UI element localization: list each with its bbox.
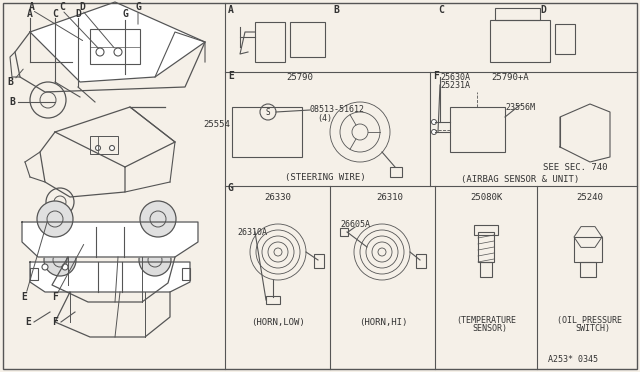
Text: (4): (4) (317, 113, 332, 122)
Circle shape (42, 264, 48, 270)
Text: 26330: 26330 (264, 192, 291, 202)
Text: F: F (433, 71, 439, 81)
Text: B: B (7, 77, 13, 87)
Text: A: A (29, 2, 35, 12)
Bar (480, 262, 492, 277)
Text: F: F (52, 317, 58, 327)
Bar (290, 22, 325, 57)
Text: 26310A: 26310A (237, 228, 267, 237)
Bar (495, 8, 540, 20)
Bar (555, 24, 575, 54)
Bar (340, 228, 348, 236)
Bar (255, 22, 285, 62)
Circle shape (95, 145, 100, 151)
Bar (450, 107, 505, 152)
Bar (490, 20, 550, 62)
Text: 25790: 25790 (287, 73, 314, 81)
Text: G: G (122, 9, 128, 19)
Polygon shape (30, 262, 190, 292)
Text: (OIL PRESSURE: (OIL PRESSURE (557, 315, 623, 324)
Text: A253* 0345: A253* 0345 (548, 355, 598, 364)
Text: 25080K: 25080K (470, 192, 502, 202)
Bar (474, 225, 498, 235)
Text: (STEERING WIRE): (STEERING WIRE) (285, 173, 365, 182)
Bar (580, 262, 596, 277)
Text: E: E (21, 292, 27, 302)
Circle shape (62, 264, 68, 270)
Text: C: C (52, 9, 58, 19)
Text: E: E (25, 317, 31, 327)
Bar (314, 254, 324, 268)
Circle shape (44, 244, 76, 276)
Text: D: D (75, 9, 81, 19)
Text: (HORN,HI): (HORN,HI) (359, 317, 407, 327)
Bar (574, 237, 602, 262)
Circle shape (139, 244, 171, 276)
Circle shape (37, 201, 73, 237)
Circle shape (431, 119, 436, 125)
Text: F: F (52, 292, 58, 302)
Bar (478, 232, 494, 262)
Bar (416, 254, 426, 268)
Text: 25554: 25554 (203, 119, 230, 128)
Circle shape (431, 129, 436, 135)
Text: S: S (266, 108, 270, 116)
Bar (182, 268, 190, 280)
Text: 25231A: 25231A (440, 80, 470, 90)
Polygon shape (30, 2, 205, 82)
Text: 25790+A: 25790+A (491, 73, 529, 81)
Text: E: E (228, 71, 234, 81)
Text: B: B (9, 97, 15, 107)
Text: D: D (79, 2, 85, 12)
Text: 25630A: 25630A (440, 73, 470, 81)
Text: A: A (27, 9, 33, 19)
Polygon shape (22, 222, 198, 257)
Text: 08513-51612: 08513-51612 (310, 105, 365, 113)
Text: D: D (540, 5, 546, 15)
Bar (390, 167, 402, 177)
Bar (232, 107, 302, 157)
Text: 26310: 26310 (376, 192, 403, 202)
Circle shape (140, 201, 176, 237)
Text: 26605A: 26605A (340, 219, 370, 228)
Text: A: A (228, 5, 234, 15)
Text: 25240: 25240 (577, 192, 604, 202)
Text: (HORN,LOW): (HORN,LOW) (251, 317, 305, 327)
Text: SEE SEC. 740: SEE SEC. 740 (543, 163, 607, 171)
Text: G: G (135, 2, 141, 12)
Text: C: C (438, 5, 444, 15)
Text: G: G (228, 183, 234, 193)
Circle shape (96, 48, 104, 56)
Circle shape (114, 48, 122, 56)
Text: C: C (59, 2, 65, 12)
Text: 23556M: 23556M (505, 103, 535, 112)
Text: (AIRBAG SENSOR & UNIT): (AIRBAG SENSOR & UNIT) (461, 174, 579, 183)
Circle shape (109, 145, 115, 151)
Bar (30, 268, 38, 280)
Text: (TEMPERATURE: (TEMPERATURE (456, 315, 516, 324)
Bar (90, 136, 118, 154)
Text: B: B (333, 5, 339, 15)
Bar (266, 296, 280, 304)
Text: SWITCH): SWITCH) (575, 324, 611, 334)
Text: SENSOR): SENSOR) (472, 324, 508, 334)
Bar (90, 29, 140, 64)
